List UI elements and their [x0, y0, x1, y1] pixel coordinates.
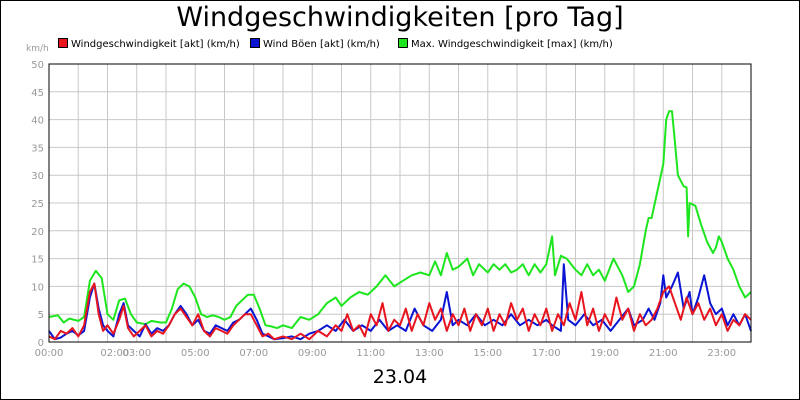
x-tick-label: 21:00 — [649, 348, 678, 359]
y-tick-label: 50 — [31, 60, 44, 71]
legend-label-max-speed: Max. Windgeschwindigkeit [max] (km/h) — [411, 39, 613, 50]
legend-swatch-gusts — [250, 38, 260, 48]
legend-label-gusts: Wind Böen [akt] (km/h) — [263, 39, 380, 50]
y-tick-label: 45 — [31, 88, 44, 99]
series-line-0 — [48, 110, 752, 330]
legend-label-wind-speed: Windgeschwindigkeit [akt] (km/h) — [71, 39, 240, 50]
y-tick-label: 25 — [31, 199, 44, 210]
y-tick-label: 5 — [38, 310, 44, 321]
chart-title: Windgeschwindigkeiten [pro Tag] — [176, 2, 624, 33]
x-tick-label: 11:00 — [356, 348, 385, 359]
x-tick-label: 07:00 — [239, 348, 268, 359]
x-tick-label: 00:00 — [35, 348, 64, 359]
y-tick-label: 35 — [31, 143, 44, 154]
legend-swatch-max-speed — [398, 38, 408, 48]
date-label: 23.04 — [372, 366, 428, 388]
legend-swatch-wind-speed — [58, 38, 68, 48]
y-tick-label: 20 — [31, 227, 44, 238]
x-tick-label: 17:00 — [532, 348, 561, 359]
y-tick-label: 10 — [31, 282, 44, 293]
legend-item-wind-speed: Windgeschwindigkeit [akt] (km/h) — [58, 38, 240, 52]
y-tick-label: 0 — [38, 338, 44, 349]
x-tick-label: 09:00 — [298, 348, 327, 359]
series-line-2 — [48, 282, 752, 341]
x-tick-label: 13:00 — [415, 348, 444, 359]
series-line-1 — [48, 263, 752, 341]
plot-border — [48, 63, 752, 343]
y-axis-unit: km/h — [26, 44, 49, 54]
x-tick-label: 03:00 — [122, 348, 151, 359]
legend-item-max-speed: Max. Windgeschwindigkeit [max] (km/h) — [398, 38, 613, 52]
x-tick-label: 19:00 — [590, 348, 619, 359]
series-lines — [48, 110, 752, 341]
grid — [49, 63, 751, 343]
legend-item-gusts: Wind Böen [akt] (km/h) — [250, 38, 380, 52]
x-tick-label: 23:00 — [707, 348, 736, 359]
x-tick-label: 15:00 — [473, 348, 502, 359]
x-tick-label: 05:00 — [181, 348, 210, 359]
x-tick-label: 02:00 — [100, 348, 129, 359]
y-tick-label: 40 — [31, 116, 44, 127]
y-tick-label: 15 — [31, 255, 44, 266]
y-tick-label: 30 — [31, 171, 44, 182]
